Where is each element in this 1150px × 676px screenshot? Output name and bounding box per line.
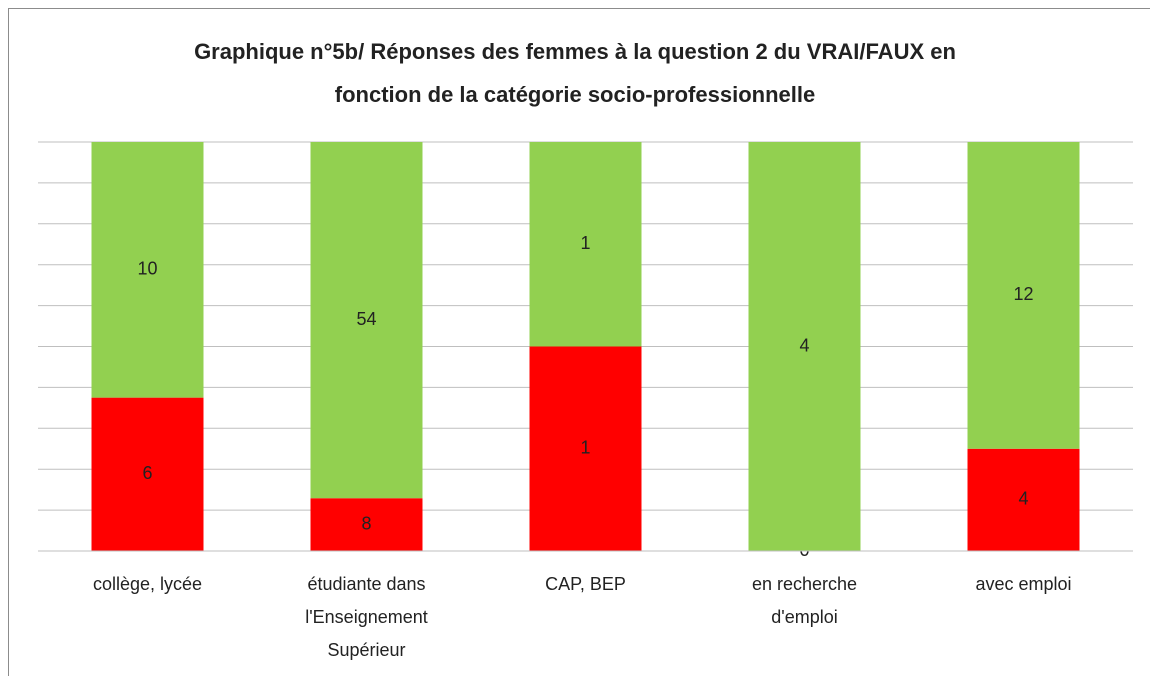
data-label: 8 <box>361 513 371 533</box>
x-tick-label: CAP, BEP <box>545 574 626 594</box>
x-tick-label: étudiante dans l'Enseignement Supérieur <box>305 574 428 660</box>
bar-segment <box>310 498 423 551</box>
bar-segment <box>748 142 861 551</box>
data-label: 12 <box>1013 284 1033 304</box>
data-label: 1 <box>580 233 590 253</box>
data-label: 54 <box>356 309 376 329</box>
data-label: 6 <box>142 463 152 483</box>
bar-segment <box>91 142 204 398</box>
bar-segment <box>967 142 1080 449</box>
x-tick-label: en recherche d'emploi <box>751 574 858 627</box>
bar-segment <box>529 142 642 347</box>
bar-segment <box>967 448 1080 551</box>
bar-segment <box>310 142 423 499</box>
data-label: 1 <box>580 438 590 458</box>
x-tick-label: avec emploi <box>975 574 1072 594</box>
data-label: 10 <box>137 259 157 279</box>
x-tick-label: collège, lycée <box>92 574 203 594</box>
chart-title: Graphique n°5b/ Réponses des femmes à la… <box>194 39 956 107</box>
bar-segment <box>91 397 204 551</box>
data-label: 4 <box>1018 489 1028 509</box>
chart-frame <box>8 8 1150 676</box>
bar-segment <box>529 346 642 551</box>
data-label: 4 <box>799 335 809 355</box>
